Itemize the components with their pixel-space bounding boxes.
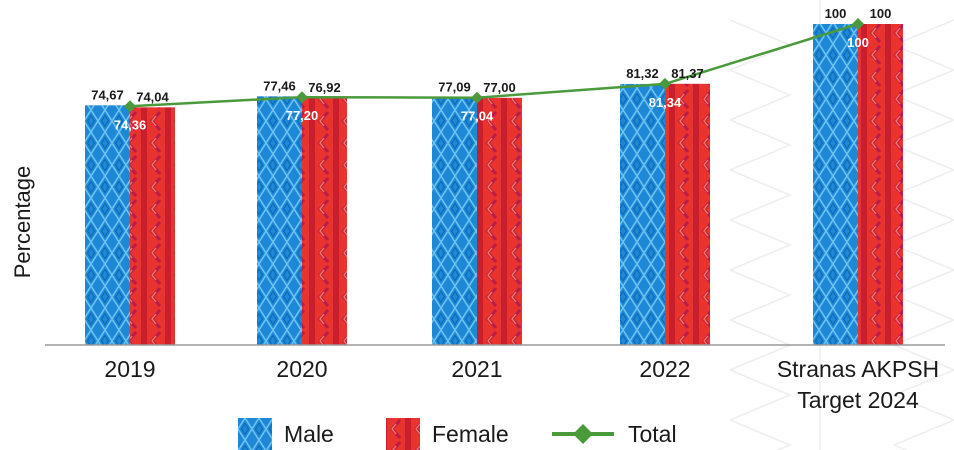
svg-text:Female: Female [432, 421, 509, 447]
x-tick-label: 2022 [639, 356, 690, 382]
bar-male [620, 83, 665, 345]
x-tick-label: Stranas AKPSH [777, 356, 939, 382]
legend-item-female: Female [386, 418, 509, 450]
bar-male [813, 24, 858, 345]
bar-female [477, 97, 522, 345]
bar-female [665, 83, 710, 345]
svg-text:Total: Total [628, 421, 677, 447]
data-label-total: 74,36 [114, 117, 147, 132]
legend-item-male: Male [238, 418, 334, 450]
data-label-female: 81,37 [671, 66, 704, 81]
bar-female [302, 98, 347, 346]
point-total [852, 18, 864, 30]
data-label-female: 76,92 [308, 80, 341, 95]
x-tick-label: 2020 [276, 356, 327, 382]
point-total [296, 91, 308, 104]
data-label-male: 77,09 [438, 80, 471, 95]
bar-female [858, 24, 903, 345]
bar-male [257, 96, 302, 346]
data-label-male: 74,67 [91, 87, 124, 102]
point-total [659, 77, 671, 90]
data-label-male: 77,46 [263, 78, 296, 93]
data-label-total: 77,20 [286, 108, 319, 123]
y-axis-label: Percentage [10, 166, 35, 279]
point-total [471, 91, 483, 104]
bar-female [130, 107, 175, 345]
x-tick-label: Target 2024 [797, 387, 919, 413]
bar-male [432, 97, 477, 345]
svg-text:Male: Male [284, 421, 334, 447]
data-label-female: 74,04 [136, 89, 169, 104]
bar-male [85, 105, 130, 346]
x-tick-label: 2021 [451, 356, 502, 382]
data-label-total: 100 [847, 35, 869, 50]
data-label-total: 77,04 [461, 109, 494, 124]
legend-item-total: Total [552, 421, 677, 447]
x-tick-label: 2019 [104, 356, 155, 382]
data-label-male: 100 [825, 6, 847, 21]
data-label-total: 81,34 [649, 95, 682, 110]
data-label-female: 77,00 [483, 80, 516, 95]
point-total [124, 100, 136, 113]
data-label-male: 81,32 [626, 66, 659, 81]
data-label-female: 100 [870, 6, 892, 21]
